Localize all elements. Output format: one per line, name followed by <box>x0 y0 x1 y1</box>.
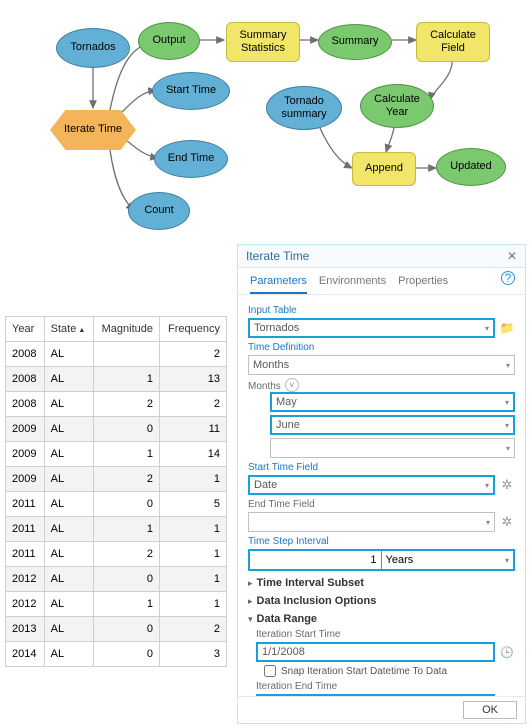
node-summary[interactable]: Summary <box>318 24 392 60</box>
chevron-down-icon: ▾ <box>506 444 510 453</box>
col-year[interactable]: Year <box>6 317 45 342</box>
table-row[interactable]: 2013AL02 <box>6 617 227 642</box>
months-expand-icon[interactable]: ˅ <box>285 378 299 392</box>
step-number-input[interactable] <box>250 551 382 569</box>
tab-parameters[interactable]: Parameters <box>250 271 307 294</box>
node-calcyr[interactable]: CalculateYear <box>360 84 434 128</box>
time-def-select[interactable]: Months▾ <box>248 355 515 375</box>
step-unit-select[interactable]: Years▾ <box>382 551 514 569</box>
table-row[interactable]: 2009AL114 <box>6 442 227 467</box>
col-state[interactable]: State▲ <box>44 317 93 342</box>
chevron-down-icon: ▾ <box>505 421 509 430</box>
gear-icon[interactable]: ✲ <box>499 477 515 493</box>
end-field-select[interactable]: ▾ <box>248 512 495 532</box>
close-icon[interactable]: ✕ <box>507 249 517 263</box>
month-1-select[interactable]: May▾ <box>270 392 515 412</box>
table-row[interactable]: 2011AL11 <box>6 517 227 542</box>
table-row[interactable]: 2012AL11 <box>6 592 227 617</box>
node-output[interactable]: Output <box>138 22 200 60</box>
model-diagram: Tornados Iterate Time Output Start Time End … <box>0 0 530 240</box>
node-append[interactable]: Append <box>352 152 416 186</box>
node-tornados[interactable]: Tornados <box>56 28 130 68</box>
table-row[interactable]: 2012AL01 <box>6 567 227 592</box>
iterate-time-panel: Iterate Time ✕ Parameters Environments P… <box>237 244 526 724</box>
result-table: YearState▲MagnitudeFrequency 2008AL22008… <box>5 316 227 667</box>
label-end-field: End Time Field <box>248 499 515 510</box>
month-empty-select[interactable]: ▾ <box>270 438 515 458</box>
label-input-table: Input Table <box>248 305 515 316</box>
col-frequency[interactable]: Frequency <box>160 317 227 342</box>
month-2-select[interactable]: June▾ <box>270 415 515 435</box>
ok-button[interactable]: OK <box>463 701 517 719</box>
node-torsum[interactable]: Tornadosummary <box>266 86 342 130</box>
start-field-select[interactable]: Date▾ <box>248 475 495 495</box>
chevron-down-icon: ▾ <box>486 518 490 527</box>
table-header-row: YearState▲MagnitudeFrequency <box>6 317 227 342</box>
node-sumstat[interactable]: SummaryStatistics <box>226 22 300 62</box>
node-calcfield[interactable]: CalculateField <box>416 22 490 62</box>
table-row[interactable]: 2008AL22 <box>6 392 227 417</box>
panel-title: Iterate Time <box>246 249 309 263</box>
section-data-range[interactable]: Data Range <box>248 613 515 625</box>
node-start[interactable]: Start Time <box>152 72 230 110</box>
input-table-select[interactable]: Tornados▾ <box>248 318 495 338</box>
table-row[interactable]: 2008AL2 <box>6 342 227 367</box>
table-row[interactable]: 2009AL011 <box>6 417 227 442</box>
node-count[interactable]: Count <box>128 192 190 230</box>
label-time-def: Time Definition <box>248 342 515 353</box>
label-step: Time Step Interval <box>248 536 515 547</box>
table-row[interactable]: 2014AL03 <box>6 642 227 667</box>
tab-properties[interactable]: Properties <box>398 271 448 294</box>
label-months: Months <box>248 381 281 392</box>
table-row[interactable]: 2011AL05 <box>6 492 227 517</box>
browse-folder-icon[interactable]: 📁 <box>499 320 515 336</box>
col-magnitude[interactable]: Magnitude <box>93 317 159 342</box>
panel-header: Iterate Time ✕ <box>238 245 525 268</box>
table-body: 2008AL22008AL1132008AL222009AL0112009AL1… <box>6 342 227 667</box>
snap-start-checkbox[interactable]: Snap Iteration Start Datetime To Data <box>264 665 515 677</box>
gear-icon[interactable]: ✲ <box>499 514 515 530</box>
clock-icon[interactable]: 🕒 <box>499 644 515 660</box>
iter-start-input[interactable] <box>256 642 495 662</box>
chevron-down-icon: ▾ <box>485 481 489 490</box>
section-data-inclusion[interactable]: Data Inclusion Options <box>248 595 515 607</box>
tab-environments[interactable]: Environments <box>319 271 386 294</box>
label-iter-start: Iteration Start Time <box>256 629 515 640</box>
label-start-field: Start Time Field <box>248 462 515 473</box>
time-step-input[interactable]: Years▾ <box>248 549 515 571</box>
chevron-down-icon: ▾ <box>505 398 509 407</box>
node-end[interactable]: End Time <box>154 140 228 178</box>
chevron-down-icon: ▾ <box>506 361 510 370</box>
node-iterate[interactable]: Iterate Time <box>50 110 136 150</box>
chevron-down-icon: ▾ <box>485 324 489 333</box>
panel-body: Input Table Tornados▾ 📁 Time Definition … <box>238 295 525 709</box>
section-interval-subset[interactable]: Time Interval Subset <box>248 577 515 589</box>
panel-footer: OK <box>238 696 525 723</box>
label-iter-end: Iteration End Time <box>256 681 515 692</box>
table-row[interactable]: 2009AL21 <box>6 467 227 492</box>
chevron-down-icon: ▾ <box>505 556 509 565</box>
table-row[interactable]: 2008AL113 <box>6 367 227 392</box>
panel-tabs: Parameters Environments Properties ? <box>238 268 525 295</box>
node-updated[interactable]: Updated <box>436 148 506 186</box>
help-icon[interactable]: ? <box>501 271 515 285</box>
table-row[interactable]: 2011AL21 <box>6 542 227 567</box>
